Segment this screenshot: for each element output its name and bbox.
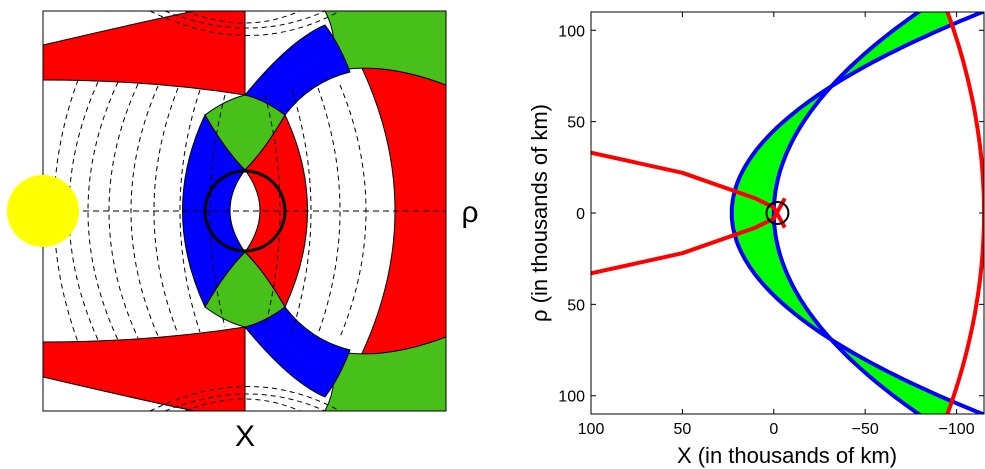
y-axis-title: ρ (in thousands of km): [527, 104, 552, 322]
sun-disk: [7, 175, 79, 247]
red-outer-arc: [945, 12, 984, 414]
blue-outer-parabola: [729, 12, 984, 414]
x-tick-label: 0: [769, 421, 778, 438]
x-axis-symbol: X: [235, 420, 255, 453]
object-circle-plot: [765, 201, 790, 225]
y-tick-label: 100: [558, 23, 585, 40]
red-curve-lower: [591, 197, 787, 276]
y-tick-label: 50: [567, 115, 585, 132]
dashed-arcs: [53, 11, 367, 411]
y-tick-label: 0: [576, 206, 585, 223]
blue-inner-parabola: [771, 12, 923, 414]
x-tick-label: −100: [939, 421, 975, 438]
x-tick-label: 50: [673, 421, 691, 438]
x-tick-label: −50: [852, 421, 879, 438]
y-tick-label: 100: [558, 389, 585, 406]
object-circle: [203, 169, 287, 253]
x-axis-title: X (in thousands of km): [677, 443, 897, 468]
red-band-upper-left: [43, 11, 246, 96]
x-tick-label: 100: [578, 421, 605, 438]
plot-area: 100 50 0 −50 −100 100 50 0 50 100: [558, 11, 985, 438]
y-tick-label: 50: [567, 297, 585, 314]
left-diagram: [43, 11, 446, 411]
rho-symbol: ρ: [461, 196, 478, 229]
